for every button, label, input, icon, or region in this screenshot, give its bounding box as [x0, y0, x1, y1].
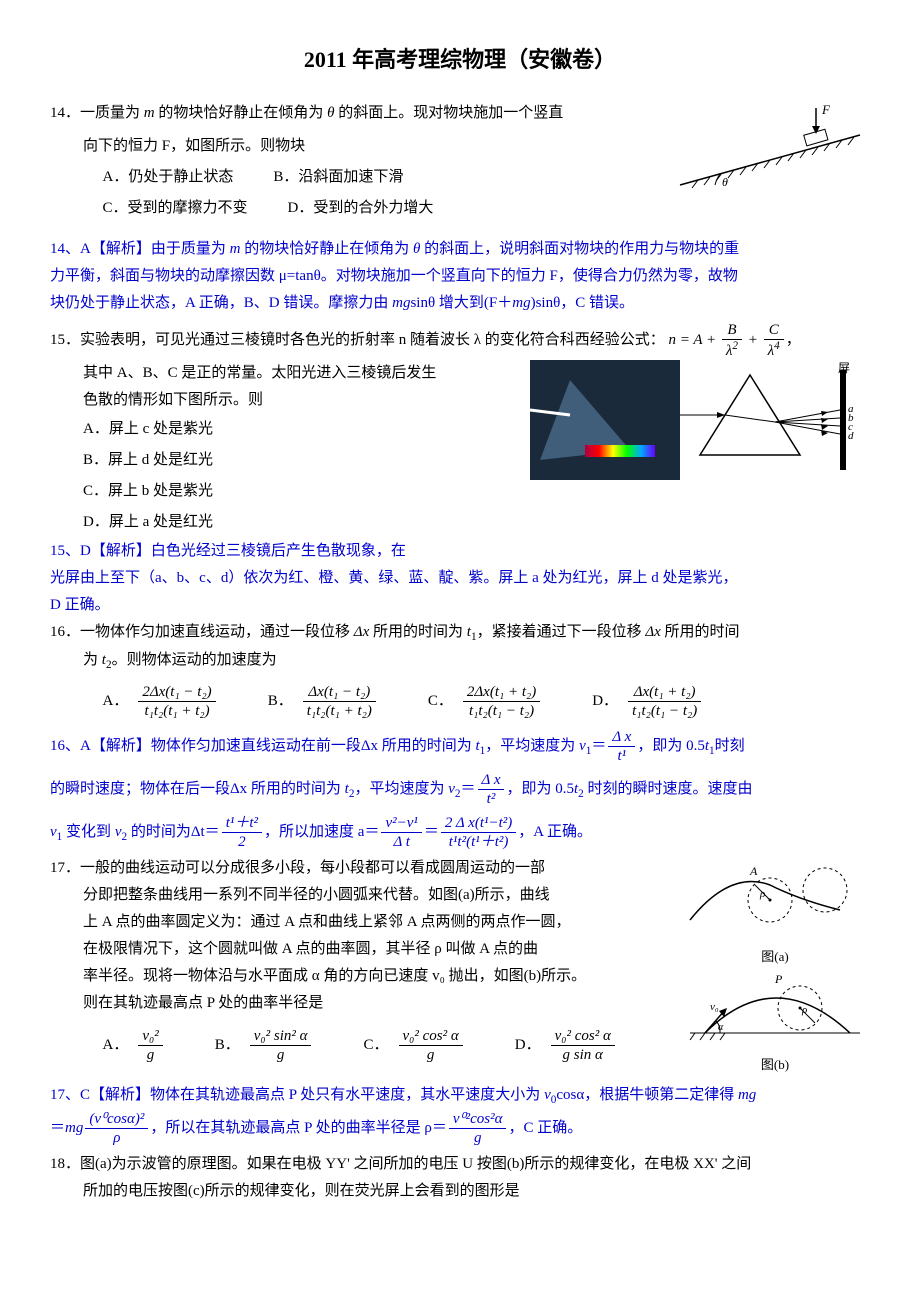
prism-diagram-icon: 屏 a b c d — [680, 360, 860, 480]
q15-num: 15． — [50, 332, 80, 348]
q17-opt-b: B．v₀² sin² αg — [215, 1027, 314, 1064]
q15-formula-frac2: Cλ4 — [764, 321, 784, 360]
q15-stem: 15．实验表明，可见光通过三棱镜时各色光的折射率 n 随着波长 λ 的变化符合科… — [50, 321, 870, 360]
ans16: 16、A【解析】物体作匀加速直线运动在前一段Δx 所用的时间为 t1，平均速度为… — [50, 728, 870, 851]
q17-figure: A ρ 图(a) ρ P v₀ α 图(b) — [680, 855, 870, 1076]
fig-b-icon: ρ P v₀ α — [680, 968, 870, 1043]
svg-text:F: F — [821, 102, 831, 117]
q14-opt-d: D．受到的合外力增大 — [288, 195, 434, 222]
q16-opt-c: C．2Δx(t₁ + t₂)t₁t₂(t₁ − t₂) — [428, 683, 542, 720]
q15-opt-b: B．屏上 d 处是红光 — [83, 447, 520, 474]
ans17: 17、C【解析】物体在其轨迹最高点 P 处只有水平速度，其水平速度大小为 v0c… — [50, 1082, 870, 1147]
q16-options: A．2Δx(t₁ − t₂)t₁t₂(t₁ + t₂) B．Δx(t₁ − t₂… — [50, 683, 870, 720]
q16-opt-b: B．Δx(t₁ − t₂)t₁t₂(t₁ + t₂) — [268, 683, 378, 720]
q15-opt-a: A．屏上 c 处是紫光 — [83, 416, 520, 443]
q14-opt-a: A．仍处于静止状态 — [103, 164, 234, 191]
ans17-head: 17、C【解析】 — [50, 1087, 150, 1103]
q17-opt-c: C．v₀² cos² αg — [363, 1027, 464, 1064]
svg-text:ρ: ρ — [801, 1004, 807, 1016]
q16: 16．一物体作匀加速直线运动，通过一段位移 Δx 所用的时间为 t1，紧接着通过… — [50, 619, 870, 721]
svg-text:θ: θ — [722, 175, 728, 189]
svg-text:ρ: ρ — [759, 888, 765, 900]
svg-text:α: α — [718, 1022, 724, 1033]
q18-num: 18． — [50, 1156, 80, 1172]
q16-opt-a: A．2Δx(t₁ − t₂)t₁t₂(t₁ + t₂) — [103, 683, 218, 720]
q14-figure: F θ — [670, 100, 870, 226]
q15-formula-frac1: Bλ2 — [722, 321, 742, 360]
q18: 18．图(a)为示波管的原理图。如果在电极 YY' 之间所加的电压 U 按图(b… — [50, 1151, 870, 1205]
q15-figure: 屏 a b c d — [530, 360, 870, 565]
q17-opt-a: A．v₀²g — [103, 1027, 165, 1064]
svg-text:A: A — [749, 864, 758, 878]
page-title: 2011 年高考理综物理（安徽卷） — [50, 40, 870, 80]
q16-num: 16． — [50, 624, 80, 640]
q14-num: 14． — [50, 105, 80, 121]
q14-opt-c: C．受到的摩擦力不变 — [103, 195, 248, 222]
fig-a-icon: A ρ — [680, 855, 870, 935]
prism-photo-icon — [530, 360, 680, 480]
q17-num: 17． — [50, 860, 80, 876]
q15-opt-d: D．屏上 a 处是红光 — [83, 509, 520, 536]
q14-stem: 14．一质量为 m 的物块恰好静止在倾角为 θ 的斜面上。现对物块施加一个竖直 — [50, 100, 660, 127]
q17-options: A．v₀²g B．v₀² sin² αg C．v₀² cos² αg D．v₀²… — [50, 1027, 670, 1064]
q16-opt-d: D．Δx(t₁ + t₂)t₁t₂(t₁ − t₂) — [592, 683, 703, 720]
ans14: 14、A【解析】由于质量为 m 的物块恰好静止在倾角为 θ 的斜面上，说明斜面对… — [50, 236, 870, 317]
svg-text:P: P — [774, 972, 783, 986]
q17-row: 17．一般的曲线运动可以分成很多小段，每小段都可以看成圆周运动的一部 分即把整条… — [50, 855, 870, 1076]
ans15-cont: 光屏由上至下（a、b、c、d）依次为红、橙、黄、绿、蓝、靛、紫。屏上 a 处为红… — [50, 565, 870, 619]
svg-text:d: d — [848, 430, 854, 442]
ans15-head: 15、D【解析】 — [50, 543, 151, 559]
q14-stem-line2: 向下的恒力 F，如图所示。则物块 — [50, 133, 660, 160]
svg-text:v₀: v₀ — [710, 1001, 719, 1013]
ans16-head: 16、A【解析】 — [50, 738, 151, 754]
q14-opt-b: B．沿斜面加速下滑 — [273, 164, 403, 191]
ans14-head: 14、A【解析】 — [50, 241, 151, 257]
q15-opt-c: C．屏上 b 处是紫光 — [83, 478, 520, 505]
q17-opt-d: D．v₀² cos² αg sin α — [515, 1027, 617, 1064]
svg-text:屏: 屏 — [838, 361, 850, 375]
q14-row: 14．一质量为 m 的物块恰好静止在倾角为 θ 的斜面上。现对物块施加一个竖直 … — [50, 100, 870, 226]
